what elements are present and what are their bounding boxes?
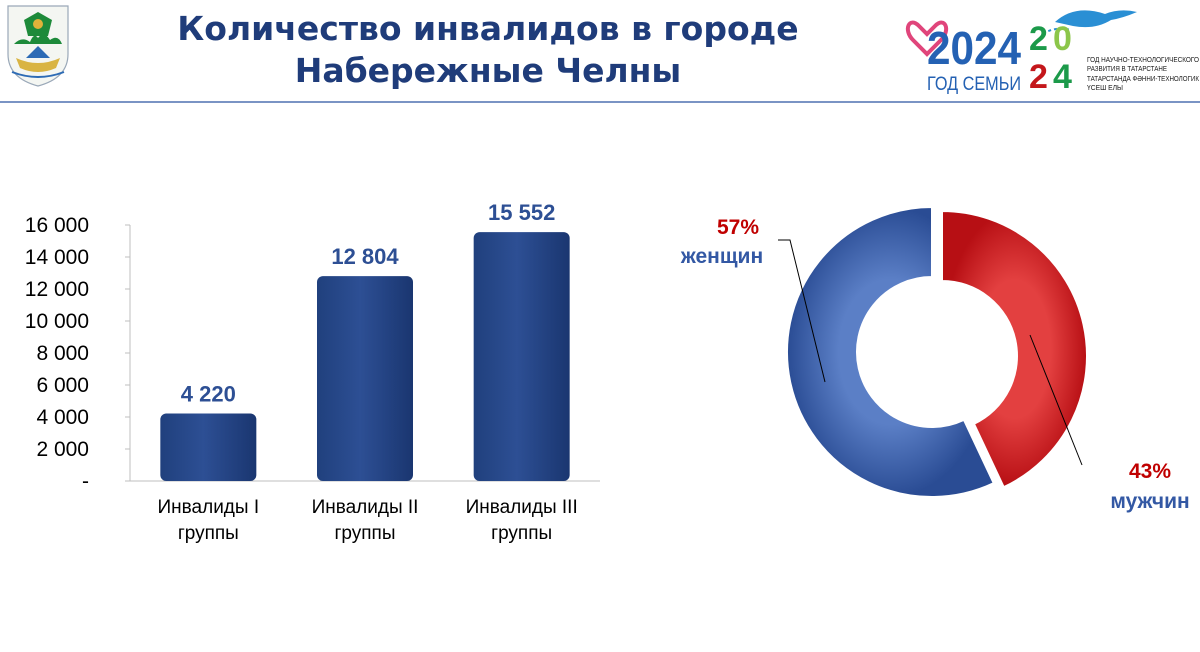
- logo-digit-2b: 2: [1029, 58, 1048, 96]
- bar-value-label: 4 220: [181, 381, 236, 406]
- y-tick-label: 16 000: [25, 214, 89, 237]
- bird-icon: [1055, 10, 1137, 28]
- y-tick-label: 8 000: [36, 342, 89, 365]
- bar-chart: - 2 000 4 000 6 000 8 000 10 000 12 000 14 000 1…: [25, 200, 600, 544]
- bar-value-label: 15 552: [488, 200, 555, 225]
- percent-label-женщин: 57%: [717, 216, 759, 239]
- page-title: Количество инвалидов в городе Набережные…: [120, 8, 856, 92]
- y-tick-label: 12 000: [25, 278, 89, 301]
- logo-digit-4: 4: [1053, 58, 1072, 96]
- logo-text-4: ҮСЕШ ЕЛЫ: [1087, 83, 1123, 92]
- y-tick-label: -: [82, 470, 89, 493]
- donut-slice-женщин: [786, 205, 996, 498]
- x-category-label: группы: [334, 523, 395, 544]
- bar-value-label: 12 804: [331, 244, 399, 269]
- logo-digit-0: 0: [1053, 20, 1072, 58]
- bar: [160, 413, 257, 481]
- y-tick-label: 2 000: [36, 438, 89, 461]
- heart-icon: [905, 20, 949, 57]
- bar: [317, 276, 413, 481]
- title-line-2: Набережные Челны: [294, 51, 682, 90]
- x-category-label: группы: [178, 523, 239, 544]
- title-line-1: Количество инвалидов в городе: [177, 9, 799, 48]
- logo-year-text: 2024: [927, 22, 1021, 74]
- x-category-label: Инвалиды I: [158, 497, 260, 518]
- logo-family-text: ГОД СЕМЬИ: [927, 74, 1021, 95]
- logo-text-1: ГОД НАУЧНО-ТЕХНОЛОГИЧЕСКОГО: [1087, 55, 1199, 64]
- leader-line-men: [1029, 334, 1083, 466]
- logo-text-3: ТАТАРСТАНДА ФӘННИ-ТЕХНОЛОГИК: [1087, 74, 1199, 83]
- city-coat-of-arms-logo: [4, 2, 72, 88]
- bar: [473, 232, 570, 481]
- y-tick-label: 4 000: [36, 406, 89, 429]
- percent-label-мужчин: 43%: [1129, 460, 1171, 483]
- y-tick-label: 10 000: [25, 310, 89, 333]
- y-tick-label: 6 000: [36, 374, 89, 397]
- slice-label-женщин: женщин: [680, 245, 763, 268]
- x-category-label: Инвалиды III: [466, 497, 578, 518]
- y-tick-label: 14 000: [25, 246, 89, 269]
- donut-chart: 57% женщин 43% мужчин: [680, 205, 1190, 513]
- header-divider: [0, 101, 1200, 103]
- x-category-label: группы: [491, 523, 552, 544]
- logo-text-2: РАЗВИТИЯ В ТАТАРСТАНЕ: [1087, 64, 1167, 73]
- leader-line-women: [778, 239, 826, 383]
- logo-digit-2a: 2: [1029, 20, 1048, 58]
- donut-slice-мужчин: [941, 209, 1088, 489]
- x-category-label: Инвалиды II: [312, 497, 419, 518]
- slice-label-мужчин: мужчин: [1110, 490, 1189, 513]
- year-of-family-logo: 2024 ГОД СЕМЬИ 2 0 2 4 ГОД НАУЧНО-ТЕХНОЛ…: [905, 0, 1200, 100]
